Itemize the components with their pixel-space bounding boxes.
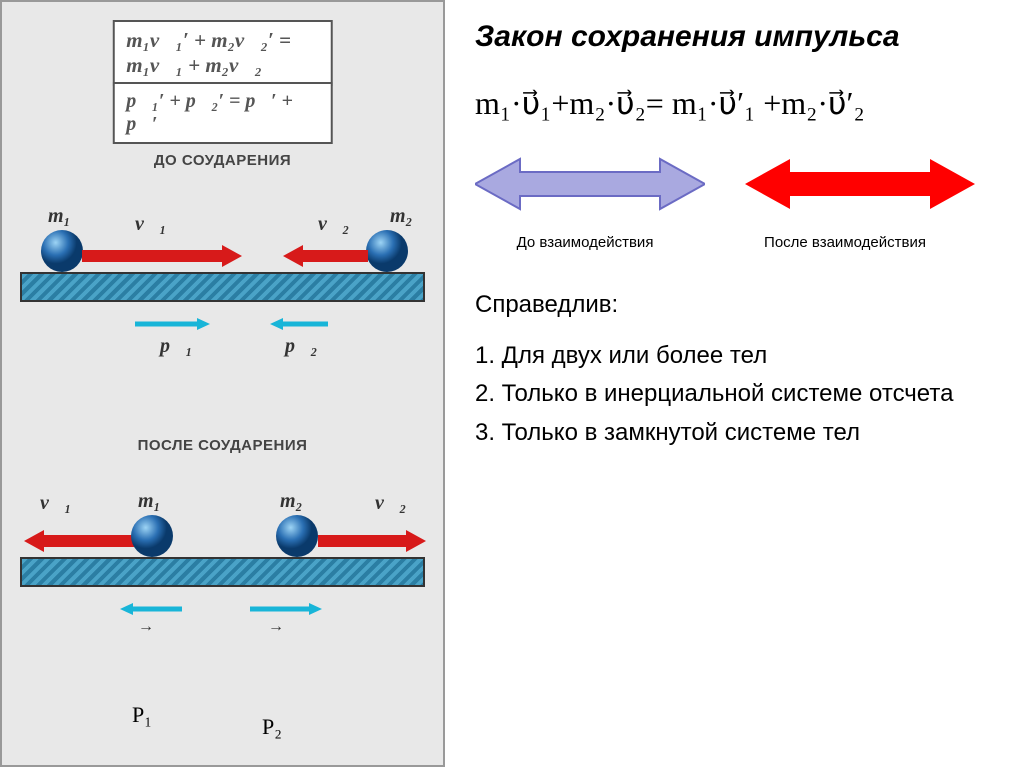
label-after-collision: ПОСЛЕ СОУДАРЕНИЯ [138, 437, 308, 454]
arrow-after-icon [745, 154, 975, 214]
label-v2: v⃗₂ [318, 213, 349, 236]
velocity-arrow-v1-after [24, 530, 134, 557]
overline-p1: → [138, 618, 154, 636]
track-surface-before [20, 272, 425, 302]
list-item: 1. Для двух или более тел [475, 337, 994, 375]
ball-m2 [365, 229, 409, 273]
formula-momentum-p: p⃗₁′ + p⃗₂′ = p⃗′ + p⃗′ [112, 82, 333, 144]
overline-p2: → [268, 618, 284, 636]
velocity-arrow-v2 [283, 245, 368, 272]
arrow-captions-row: До взаимодействия После взаимодействия [475, 234, 994, 251]
velocity-arrow-v1 [82, 245, 242, 272]
interaction-arrows-row [475, 154, 994, 214]
ball-m2-after [275, 514, 319, 558]
label-v2-after: v⃗₂ [375, 492, 406, 515]
momentum-arrow-p2 [270, 317, 328, 335]
label-m1-after: m₁ [138, 490, 161, 513]
caption-p2: P₂ [262, 714, 282, 740]
caption-p1: P₁ [132, 702, 152, 728]
label-p2: p⃗₂ [285, 335, 318, 358]
caption-before-interaction: До взаимодействия [475, 234, 695, 251]
formula-momentum-full: m₁v⃗₁′ + m₂v⃗₂′ = m₁v⃗₁ + m₂v⃗₂ [112, 20, 333, 86]
law-title: Закон сохранения импульса [475, 20, 994, 54]
ball-m1-after [130, 514, 174, 558]
validity-heading: Справедлив: [475, 291, 994, 319]
label-m1: m₁ [48, 205, 71, 228]
left-diagram-panel: m₁v⃗₁′ + m₂v⃗₂′ = m₁v⃗₁ + m₂v⃗₂ p⃗₁′ + p… [0, 0, 445, 767]
label-before-collision: ДО СОУДАРЕНИЯ [154, 152, 291, 169]
ball-m1 [40, 229, 84, 273]
momentum-arrow-p1 [135, 317, 210, 335]
caption-after-interaction: После взаимодействия [735, 234, 955, 251]
arrow-before-icon [475, 154, 705, 214]
label-m2-after: m₂ [280, 490, 303, 513]
law-formula: m₁·υ⃗₁+m₂·υ⃗₂= m₁·υ⃗′₁ +m₂·υ⃗′₂ [475, 84, 994, 122]
momentum-arrow-p2-after [250, 602, 322, 620]
track-surface-after [20, 557, 425, 587]
label-p1: p⃗₁ [160, 335, 193, 358]
velocity-arrow-v2-after [318, 530, 426, 557]
right-text-panel: Закон сохранения импульса m₁·υ⃗₁+m₂·υ⃗₂=… [445, 0, 1024, 767]
validity-list: 1. Для двух или более тел 2. Только в ин… [475, 337, 994, 452]
list-item: 3. Только в замкнутой системе тел [475, 414, 994, 452]
label-v1: v⃗₁ [135, 213, 166, 236]
diagram-after-collision: v⃗₁ m₁ m₂ v⃗₂ → → [20, 462, 425, 642]
label-v1-after: v⃗₁ [40, 492, 71, 515]
label-m2: m₂ [390, 205, 413, 228]
list-item: 2. Только в инерциальной системе отсчета [475, 375, 994, 413]
diagram-before-collision: m₁ v⃗₁ m₂ v⃗₂ p⃗₁ p⃗₂ [20, 177, 425, 357]
